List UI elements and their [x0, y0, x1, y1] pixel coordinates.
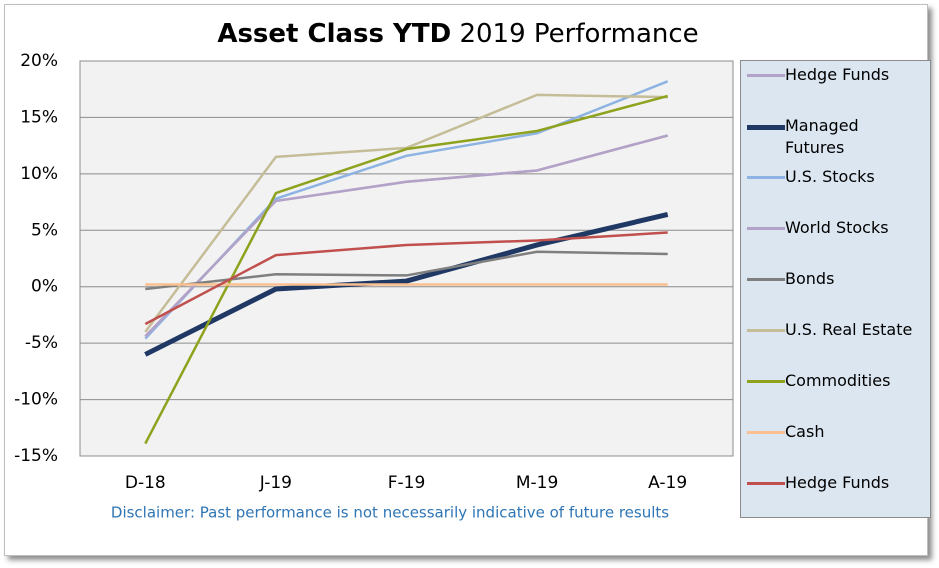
y-tick-label: 0%	[31, 277, 58, 297]
legend-swatch	[747, 74, 785, 77]
legend-swatch	[747, 380, 785, 383]
legend-label: Commodities	[785, 371, 891, 390]
chart-title: Asset Class YTD 2019 Performance	[217, 19, 698, 49]
legend-entry: Hedge Funds	[747, 64, 927, 86]
legend-swatch	[747, 329, 785, 332]
disclaimer: Disclaimer: Past performance is not nece…	[111, 504, 669, 522]
legend-swatch	[747, 431, 785, 434]
legend-label: U.S. Real Estate	[785, 320, 913, 339]
series-line	[144, 134, 669, 338]
legend-swatch	[747, 125, 785, 130]
legend-swatch	[747, 227, 785, 230]
y-tick-label: -5%	[25, 333, 58, 353]
title-regular: 2019 Performance	[459, 19, 698, 49]
y-tick-label: 10%	[20, 164, 58, 184]
x-tick-label: F-19	[388, 473, 426, 493]
legend: Hedge Funds Managed Futures U.S. Stocks Wor…	[740, 60, 931, 518]
legend-label: Hedge Funds	[785, 473, 890, 492]
series-line	[144, 94, 669, 445]
y-tick-label: 15%	[20, 107, 58, 127]
legend-label: Hedge Funds	[785, 65, 890, 84]
legend-entry: Bonds	[747, 268, 927, 290]
x-tick-label: A-19	[648, 473, 687, 493]
series-line	[144, 231, 668, 326]
legend-entry: U.S. Stocks	[747, 166, 927, 188]
legend-swatch	[747, 278, 785, 281]
legend-label: Managed Futures	[785, 116, 859, 157]
legend-swatch	[747, 482, 785, 485]
legend-entry: Hedge Funds	[747, 472, 927, 494]
x-tick-label: J-19	[259, 473, 292, 493]
legend-label: Cash	[785, 422, 825, 441]
plot-area	[79, 60, 734, 457]
y-tick-label: -10%	[14, 390, 58, 410]
series-line	[144, 212, 669, 357]
legend-label: U.S. Stocks	[785, 167, 875, 186]
y-tick-label: 5%	[31, 220, 58, 240]
y-tick-label: -15%	[14, 446, 58, 466]
legend-swatch	[747, 176, 785, 179]
legend-label: World Stocks	[785, 218, 889, 237]
legend-entry: U.S. Real Estate	[747, 319, 927, 341]
legend-entry: Managed Futures	[747, 115, 927, 159]
legend-entry: Commodities	[747, 370, 927, 392]
x-tick-label: D-18	[125, 473, 166, 493]
x-tick-label: M-19	[516, 473, 558, 493]
y-tick-label: 20%	[20, 51, 58, 71]
legend-entry: World Stocks	[747, 217, 927, 239]
legend-label: Bonds	[785, 269, 835, 288]
title-bold: Asset Class YTD	[217, 19, 451, 49]
legend-entry: Cash	[747, 421, 927, 443]
